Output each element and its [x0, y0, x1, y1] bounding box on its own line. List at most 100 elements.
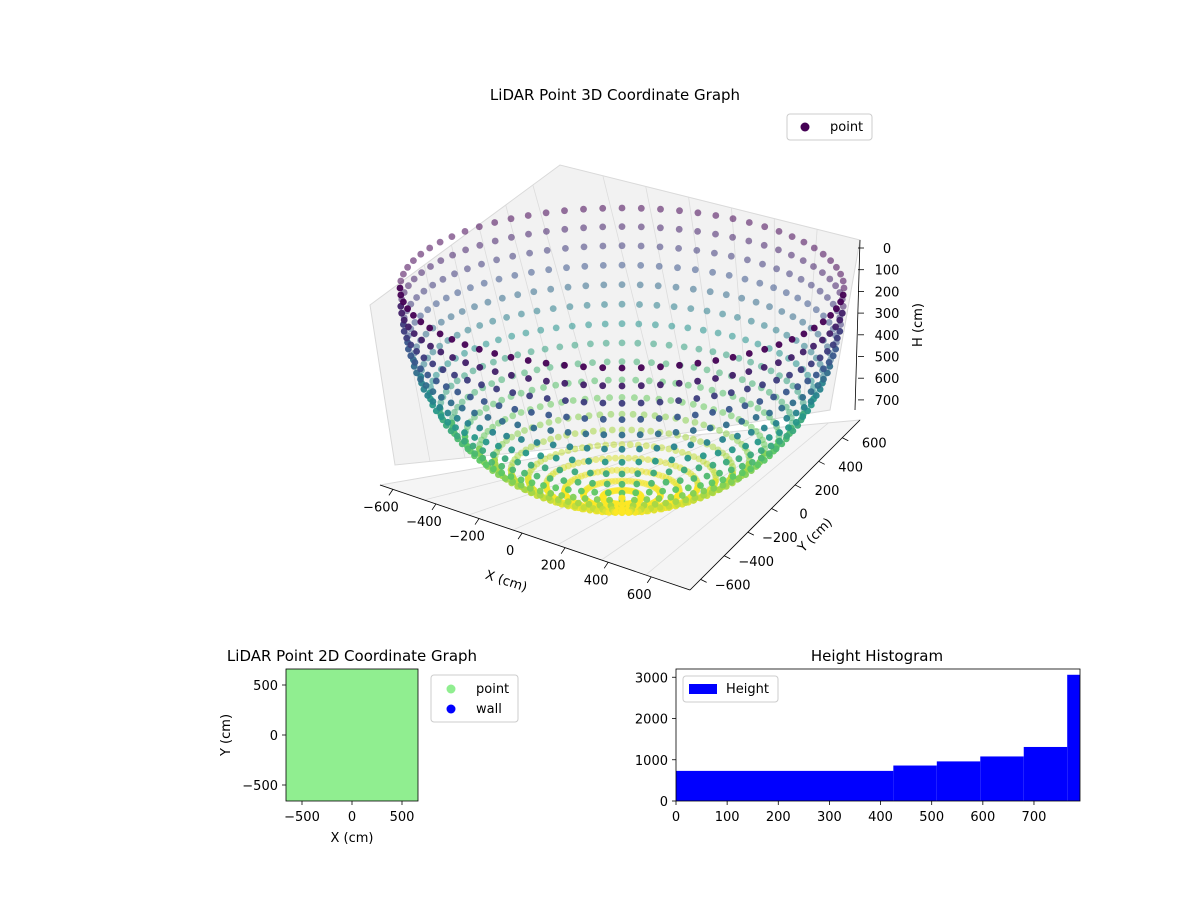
lidar-point	[482, 340, 490, 348]
legend-3d-marker	[800, 122, 810, 132]
lidar-point	[797, 366, 805, 374]
lidar-point	[783, 432, 791, 440]
lidar-point	[491, 368, 499, 375]
z-axis-label-3d: H (cm)	[911, 303, 926, 347]
lidar-point	[816, 354, 824, 362]
lidar-point	[618, 470, 626, 478]
lidar-point	[471, 388, 479, 396]
lidar-point	[427, 342, 434, 350]
lidar-point	[464, 445, 472, 453]
lidar-point	[799, 257, 807, 264]
lidar-point	[689, 427, 697, 434]
lidar-point	[603, 480, 611, 488]
lidar-point	[461, 437, 468, 445]
lidar-point	[757, 447, 765, 454]
histogram-bar	[1023, 746, 1068, 801]
lidar-point	[694, 209, 702, 217]
lidar-point	[618, 480, 626, 488]
lidar-point	[684, 381, 692, 389]
lidar-point	[547, 490, 555, 497]
lidar-point	[752, 298, 760, 306]
lidar-point	[398, 309, 406, 317]
lidar-point	[738, 418, 746, 425]
histogram-x-tick-label: 200	[766, 810, 791, 825]
lidar-point	[636, 301, 643, 308]
lidar-point	[714, 329, 722, 337]
lidar-point	[738, 376, 746, 384]
lidar-point	[454, 289, 462, 297]
lidar-point	[582, 430, 590, 438]
lidar-point	[501, 455, 509, 463]
z-tick-label: 200	[875, 285, 900, 300]
lidar-point	[697, 482, 704, 489]
lidar-point	[712, 212, 720, 219]
lidar-point	[517, 409, 525, 416]
lidar-point	[602, 470, 610, 478]
lidar-point	[618, 410, 626, 418]
x-axis-ticks-2d: −500 0 500	[284, 801, 414, 825]
lidar-point	[508, 446, 516, 454]
lidar-point	[564, 429, 572, 436]
lidar-point	[757, 454, 765, 462]
lidar-point	[820, 312, 827, 320]
lidar-point	[462, 246, 469, 254]
lidar-point	[807, 281, 815, 289]
lidar-point	[618, 261, 626, 269]
lidar-point	[710, 484, 718, 492]
lidar-point	[453, 377, 461, 385]
lidar-point	[754, 340, 762, 348]
lidar-point	[772, 420, 780, 427]
lidar-point	[498, 294, 506, 302]
lidar-point	[528, 479, 536, 487]
lidar-point	[652, 457, 659, 465]
lidar-point	[580, 224, 587, 232]
lidar-point	[722, 421, 730, 429]
lidar-point	[599, 223, 607, 231]
lidar-point	[498, 469, 506, 477]
pane-grid-line	[505, 204, 571, 448]
lidar-point	[727, 466, 735, 474]
lidar-point	[558, 492, 566, 499]
lidar-point	[675, 379, 683, 387]
lidar-point	[799, 394, 807, 401]
lidar-point	[738, 469, 746, 477]
lidar-point	[735, 455, 743, 463]
lidar-point	[575, 459, 582, 467]
lidar-point	[453, 331, 461, 339]
lidar-point	[524, 357, 532, 364]
lidar-point	[432, 371, 440, 379]
lidar-point	[635, 458, 643, 466]
lidar-point	[436, 404, 444, 411]
lidar-point	[719, 476, 727, 484]
lidar-point	[547, 400, 555, 408]
lidar-point	[786, 270, 793, 278]
lidar-point	[799, 318, 807, 326]
lidar-point	[729, 473, 737, 480]
lidar-point	[407, 341, 415, 349]
lidar-point	[799, 413, 807, 421]
lidar-point	[407, 352, 415, 360]
lidar-point	[424, 371, 432, 379]
lidar-point	[540, 384, 547, 391]
lidar-point	[629, 410, 637, 418]
lidar-point	[653, 301, 661, 309]
lidar-point	[812, 306, 820, 314]
lidar-point	[716, 469, 723, 477]
lidar-point	[476, 424, 484, 432]
lidar-point	[537, 326, 545, 334]
lidar-point	[581, 415, 589, 422]
y-tick-mark	[747, 531, 755, 536]
x-tick-label: 200	[541, 559, 566, 574]
lidar-point	[647, 427, 655, 435]
lidar-point	[672, 429, 680, 436]
lidar-point	[478, 381, 485, 389]
lidar-point	[728, 332, 736, 340]
lidar-point	[493, 256, 500, 264]
x-tick-label-2d: 0	[348, 810, 356, 825]
lidar-point	[775, 341, 783, 348]
lidar-point	[444, 409, 452, 417]
lidar-point	[684, 324, 692, 332]
lidar-point	[600, 431, 608, 439]
chart-3d: LiDAR Point 3D Coordinate Graph −600 −400…	[363, 86, 926, 603]
